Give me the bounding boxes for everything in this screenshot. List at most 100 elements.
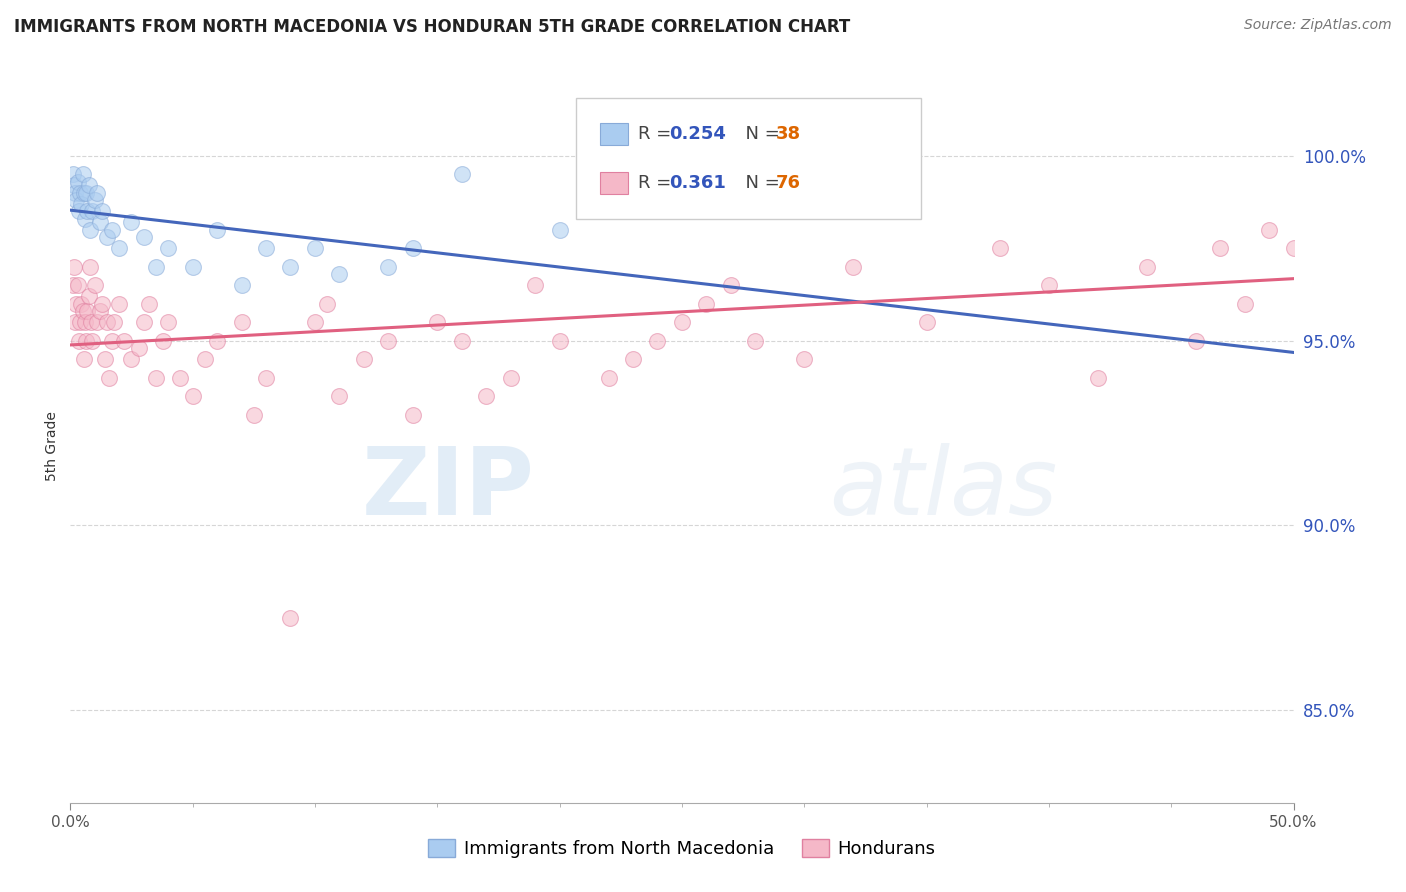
Point [157, 241, 180, 255]
Point [671, 315, 693, 329]
Point [77, 289, 100, 303]
Point [69, 186, 91, 200]
Point [1282, 241, 1305, 255]
Point [69, 315, 91, 329]
Point [76, 204, 98, 219]
Point [66, 278, 89, 293]
Point [75, 186, 97, 200]
Point [89, 215, 111, 229]
Point [243, 408, 266, 422]
Point [72, 167, 94, 181]
Point [73, 352, 96, 367]
Text: N =: N = [734, 125, 786, 143]
Text: IMMIGRANTS FROM NORTH MACEDONIA VS HONDURAN 5TH GRADE CORRELATION CHART: IMMIGRANTS FROM NORTH MACEDONIA VS HONDU… [14, 18, 851, 36]
Text: ZIP: ZIP [363, 442, 536, 535]
Point [63, 315, 86, 329]
Point [426, 315, 449, 329]
Point [132, 230, 155, 244]
Point [63, 260, 86, 274]
Point [1295, 149, 1317, 163]
Point [231, 315, 253, 329]
Point [915, 315, 938, 329]
Point [377, 260, 399, 274]
Point [101, 334, 124, 348]
Point [328, 389, 350, 403]
Point [83, 193, 105, 207]
Point [842, 260, 865, 274]
Point [79, 223, 101, 237]
Point [1184, 334, 1206, 348]
Point [83, 278, 105, 293]
Point [316, 296, 339, 310]
Point [72, 304, 94, 318]
Point [1087, 370, 1109, 384]
Point [66, 175, 89, 189]
Point [304, 315, 326, 329]
Point [82, 204, 104, 219]
Point [79, 260, 101, 274]
Point [499, 370, 522, 384]
Text: 0.361: 0.361 [669, 174, 725, 192]
Point [112, 334, 135, 348]
Point [1306, 167, 1329, 181]
Point [132, 315, 155, 329]
Point [145, 260, 167, 274]
Point [101, 223, 124, 237]
Text: 0.254: 0.254 [669, 125, 725, 143]
Point [86, 315, 108, 329]
Point [328, 267, 350, 281]
Point [548, 223, 571, 237]
Point [450, 334, 472, 348]
Point [73, 211, 96, 226]
Point [647, 334, 669, 348]
Point [70, 296, 93, 310]
Point [108, 241, 131, 255]
Point [128, 341, 150, 355]
Point [65, 193, 87, 207]
Point [157, 315, 180, 329]
Point [524, 278, 547, 293]
Point [145, 370, 167, 384]
Point [377, 334, 399, 348]
Point [1136, 260, 1159, 274]
Point [793, 352, 815, 367]
Point [91, 296, 114, 310]
Text: 38: 38 [776, 125, 801, 143]
Point [67, 334, 90, 348]
Point [76, 304, 98, 318]
Point [89, 304, 111, 318]
Point [86, 186, 108, 200]
Point [181, 389, 204, 403]
Point [77, 178, 100, 193]
Text: Source: ZipAtlas.com: Source: ZipAtlas.com [1244, 18, 1392, 32]
Point [65, 296, 87, 310]
Point [280, 611, 302, 625]
Text: R =: R = [638, 174, 678, 192]
Point [98, 370, 121, 384]
Text: atlas: atlas [828, 443, 1057, 534]
Point [138, 296, 160, 310]
Point [205, 334, 228, 348]
Point [91, 204, 114, 219]
Point [62, 167, 84, 181]
Point [695, 296, 717, 310]
Point [744, 334, 766, 348]
Point [548, 334, 571, 348]
Y-axis label: 5th Grade: 5th Grade [45, 411, 59, 481]
Point [402, 408, 425, 422]
Legend: Immigrants from North Macedonia, Hondurans: Immigrants from North Macedonia, Hondura… [420, 831, 943, 865]
Point [254, 370, 277, 384]
Point [63, 186, 86, 200]
Point [75, 334, 97, 348]
Point [80, 315, 103, 329]
Point [121, 215, 143, 229]
Point [254, 241, 277, 255]
Point [73, 315, 96, 329]
Point [1233, 296, 1256, 310]
Point [96, 230, 118, 244]
Point [988, 241, 1011, 255]
Text: N =: N = [734, 174, 786, 192]
Point [720, 278, 742, 293]
Point [181, 260, 204, 274]
Point [103, 315, 125, 329]
